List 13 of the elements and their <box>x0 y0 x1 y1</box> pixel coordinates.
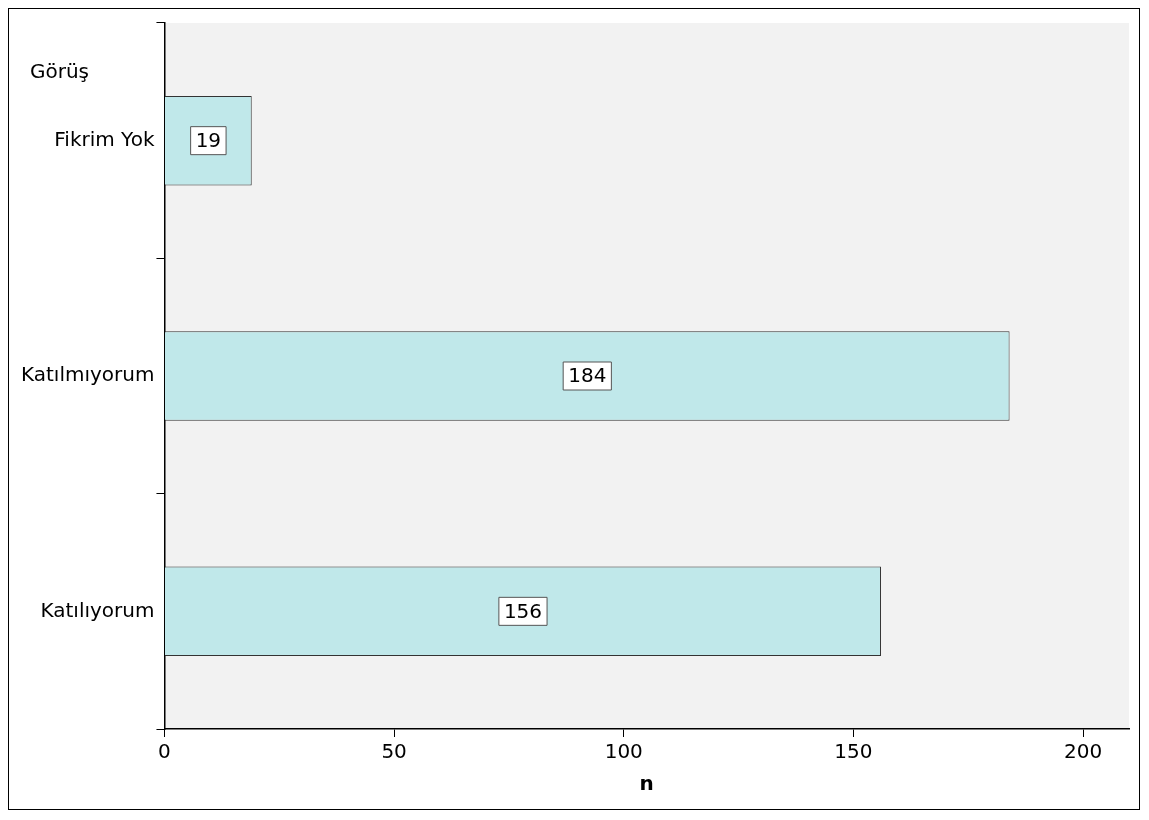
x-axis-title: n <box>639 771 654 796</box>
y-tick-label: Katılıyorum <box>40 597 155 622</box>
data-label: 156 <box>503 598 543 623</box>
y-tick-label: Fikrim Yok <box>54 126 155 151</box>
x-tick-label: 50 <box>381 739 407 764</box>
x-tick-label: 100 <box>604 739 643 764</box>
y-tick-label: Katılmıyorum <box>21 362 155 387</box>
data-label: 184 <box>568 363 607 388</box>
y-axis-title: Görüş <box>29 59 89 84</box>
x-tick-label: 150 <box>834 739 873 764</box>
data-label: 19 <box>195 127 222 152</box>
x-tick-label: 0 <box>158 739 171 764</box>
x-tick-label: 200 <box>1063 739 1103 764</box>
